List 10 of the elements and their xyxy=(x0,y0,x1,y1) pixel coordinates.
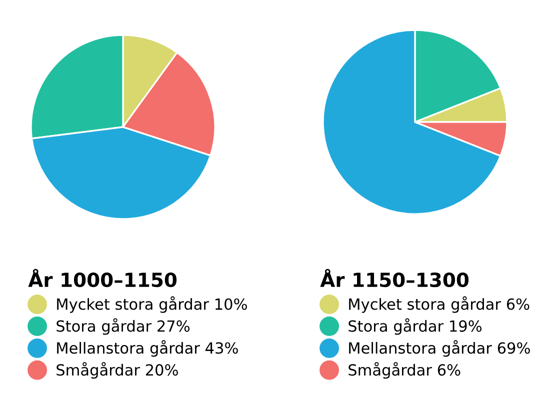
text: År 1000–1150 xyxy=(28,268,177,288)
legend-label: Smågårdar 6% xyxy=(348,362,460,379)
text: År 1150–1300 xyxy=(320,268,469,288)
legend-label: Mellanstora gårdar 69% xyxy=(349,340,530,357)
legend-label: Smågårdar 20% xyxy=(56,362,178,379)
legend-label: Mycket stora gårdar 10% xyxy=(57,296,247,313)
legend-label: Stora gårdar 19% xyxy=(348,318,482,335)
legend-label: Mycket stora gårdar 6% xyxy=(349,296,530,313)
legend-label: Mellanstora gårdar 43% xyxy=(57,340,238,357)
legend-label: Stora gårdar 27% xyxy=(56,318,190,335)
